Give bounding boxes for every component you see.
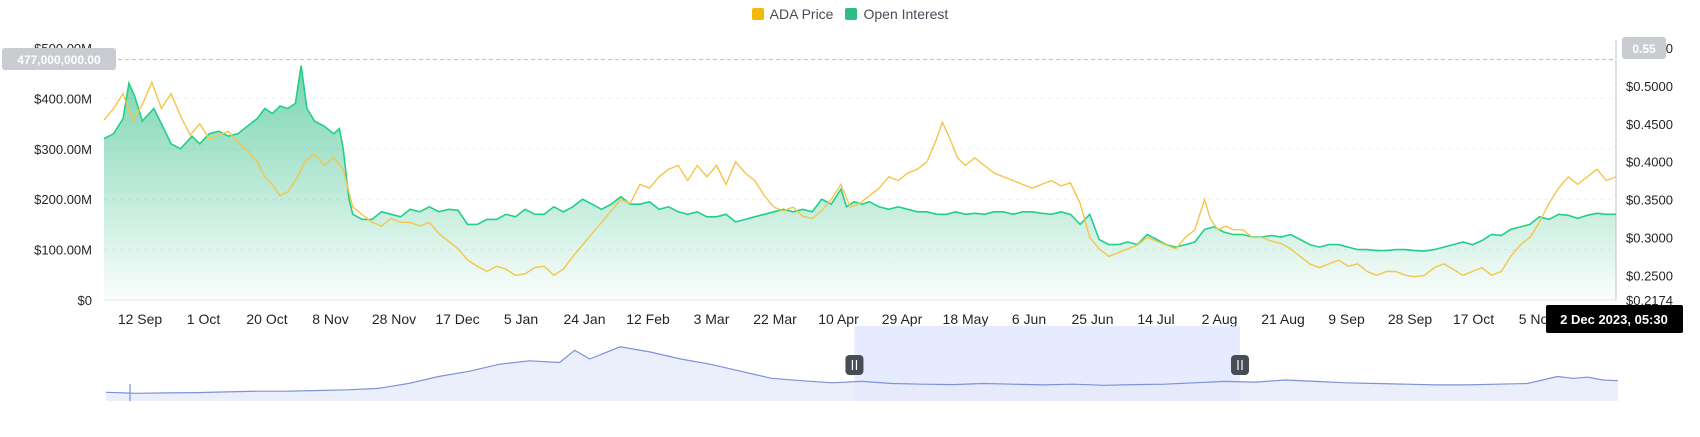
x-axis-tick-label: 1 Oct xyxy=(187,311,221,327)
crosshair-left-badge xyxy=(2,48,116,70)
axis-labels: $0$100.00M$200.00M$300.00M$400.00M$500.0… xyxy=(34,41,1673,327)
crosshair-right-badge xyxy=(1622,37,1666,59)
left-axis-tick-label: $300.00M xyxy=(34,142,92,157)
right-axis-tick-label: $0.3000 xyxy=(1626,230,1673,245)
x-axis-tick-label: 28 Sep xyxy=(1388,311,1433,327)
right-axis-tick-label: $0.4000 xyxy=(1626,155,1673,170)
right-axis-tick-label: $0.2174 xyxy=(1626,293,1673,308)
navigator-right-handle[interactable] xyxy=(1231,355,1249,375)
x-axis-tick-label: 8 Nov xyxy=(312,311,349,327)
left-axis-tick-label: $0 xyxy=(78,293,92,308)
x-axis-tick-label: 21 Aug xyxy=(1261,311,1305,327)
crosshair-time-label: 2 Dec 2023, 05:30 xyxy=(1560,312,1668,327)
x-axis-tick-label: 17 Oct xyxy=(1453,311,1494,327)
x-axis-tick-label: 14 Jul xyxy=(1137,311,1174,327)
x-axis-tick-label: 5 Jan xyxy=(504,311,538,327)
x-axis-tick-label: 28 Nov xyxy=(372,311,416,327)
legend-label-price: ADA Price xyxy=(769,6,834,22)
open-interest-line xyxy=(103,65,1616,252)
legend-label-oi: Open Interest xyxy=(863,6,949,22)
crosshair-time-badge xyxy=(1546,305,1683,333)
x-axis-tick-label: 18 May xyxy=(943,311,989,327)
x-axis-tick-label: 20 Oct xyxy=(246,311,287,327)
legend-item-oi[interactable]: Open Interest xyxy=(845,6,948,22)
x-axis-tick-label: 17 Dec xyxy=(435,311,479,327)
x-axis-tick-label: 3 Mar xyxy=(694,311,730,327)
x-axis-tick-label: 12 Feb xyxy=(626,311,670,327)
right-axis-tick-label: $0.4500 xyxy=(1626,117,1673,132)
legend-item-price[interactable]: ADA Price xyxy=(751,6,834,22)
series-layer xyxy=(103,65,1617,300)
crosshair-left-value: 477,000,000.00 xyxy=(17,53,101,67)
right-axis-tick-label: $0.5000 xyxy=(1626,79,1673,94)
oi-swatch-icon xyxy=(845,8,858,20)
crosshair-right-value: 0.55 xyxy=(1632,42,1656,56)
navigator-line xyxy=(105,346,1619,394)
navigator-left-handle[interactable] xyxy=(845,355,864,375)
x-axis-tick-label: 24 Jan xyxy=(563,311,605,327)
ada-price-line xyxy=(103,80,1617,278)
x-axis-tick-label: 25 Jun xyxy=(1071,311,1113,327)
x-axis-tick-label: 12 Sep xyxy=(118,311,163,327)
right-axis-tick-label: $0.3500 xyxy=(1626,193,1673,208)
navigator-area xyxy=(106,346,1618,401)
left-axis-tick-label: $100.00M xyxy=(34,243,92,258)
x-axis-tick-label: 6 Jun xyxy=(1012,311,1046,327)
right-axis-tick-label: $0.2500 xyxy=(1626,268,1673,283)
x-axis-tick-label: 9 Sep xyxy=(1328,311,1365,327)
x-axis-tick-label: 2 Aug xyxy=(1202,311,1238,327)
left-axis-tick-label: $400.00M xyxy=(34,91,92,106)
x-axis-tick-label: 22 Mar xyxy=(753,311,797,327)
price-swatch-icon xyxy=(751,8,764,20)
x-axis-tick-label: 10 Apr xyxy=(818,311,859,327)
open-interest-area xyxy=(104,65,1616,300)
crosshair: 477,000,000.00 0.55 2 Dec 2023, 05:30 xyxy=(2,37,1683,333)
range-navigator[interactable] xyxy=(105,326,1619,401)
left-axis-tick-label: $200.00M xyxy=(34,192,92,207)
chart-legend: ADA Price Open Interest xyxy=(0,6,1700,22)
x-axis-tick-label: 29 Apr xyxy=(882,311,923,327)
